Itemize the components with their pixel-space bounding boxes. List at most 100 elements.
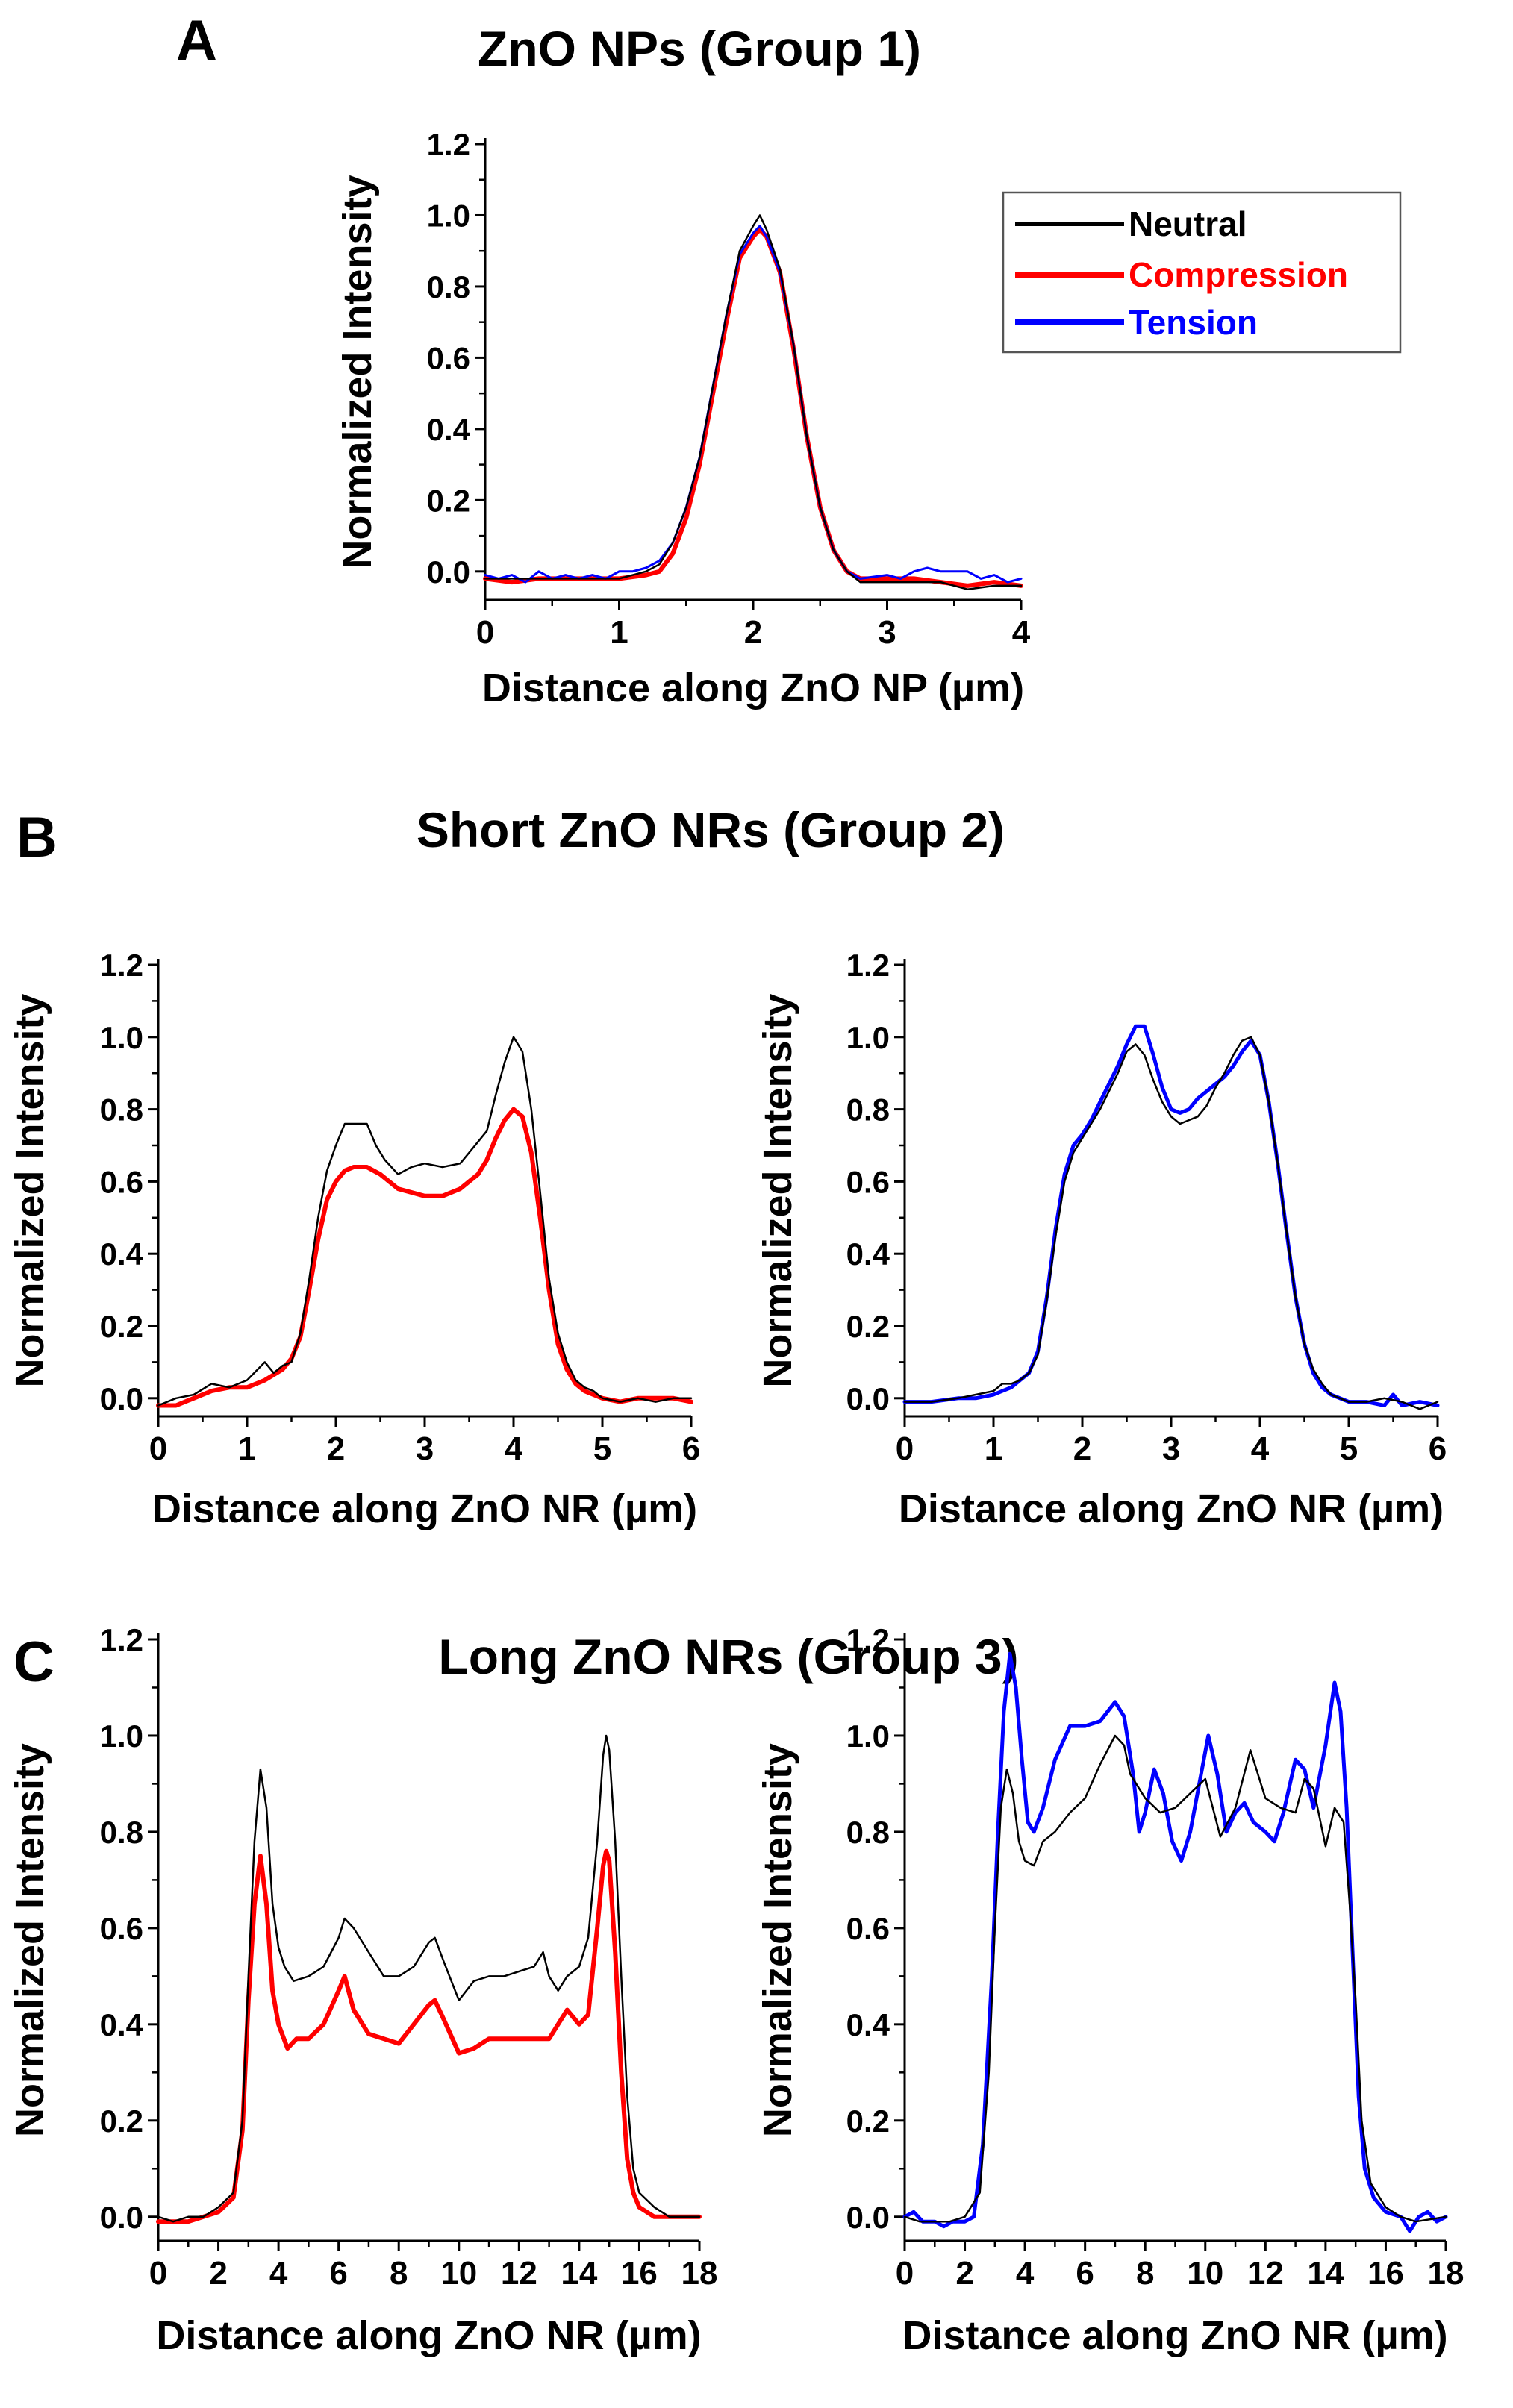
x-tick-label: 16 — [621, 2255, 658, 2292]
x-tick-label: 3 — [878, 614, 896, 651]
x-axis-label: Distance along ZnO NR (µm) — [902, 2313, 1447, 2358]
y-tick-label: 1.2 — [100, 1622, 143, 1657]
x-tick-label: 4 — [505, 1430, 523, 1467]
y-tick-label: 0.2 — [427, 483, 470, 518]
chart-a-znO-np-profile: 0 1 2 3 4 0.0 0.2 0.4 0.6 0.8 1.0 1.2 Distance along… — [335, 127, 1031, 710]
x-axis-label: Distance along ZnO NR (µm) — [152, 1486, 697, 1531]
y-axis-label: Normalized Intensity — [755, 1743, 800, 2137]
chart-c-right-tension-profile: 0 2 4 6 8 10 12 14 16 18 0.0 0.2 0.4 0.6 0.8 1.0 1.2 Dist… — [755, 1622, 1464, 2358]
chart-b-right-tension-profile: 0 1 2 3 4 5 6 0.0 0.2 0.4 0.6 0.8 1.0 1.2 Distance alo… — [755, 948, 1447, 1531]
x-tick-label: 0 — [476, 614, 494, 651]
x-axis-label: Distance along ZnO NP (µm) — [482, 666, 1024, 710]
y-axis-label: Normalized Intensity — [755, 993, 800, 1387]
x-tick-label: 14 — [561, 2255, 597, 2292]
y-tick-label: 0.8 — [846, 1092, 890, 1128]
x-tick-label: 2 — [209, 2255, 227, 2292]
y-tick-label: 0.4 — [427, 412, 471, 447]
legend-neutral-label: Neutral — [1129, 204, 1247, 243]
x-tick-label: 0 — [896, 1430, 914, 1467]
x-tick-label: 14 — [1307, 2255, 1344, 2292]
y-tick-label: 0.6 — [100, 1164, 143, 1199]
y-tick-label: 0.6 — [427, 340, 470, 375]
x-tick-label: 12 — [1247, 2255, 1284, 2292]
y-tick-label: 0.8 — [100, 1092, 143, 1128]
y-tick-label: 0.2 — [846, 1309, 890, 1344]
x-tick-label: 5 — [1340, 1430, 1358, 1467]
x-tick-label: 8 — [1136, 2255, 1154, 2292]
y-tick-label: 0.4 — [100, 1236, 144, 1272]
x-tick-label: 2 — [1073, 1430, 1091, 1467]
x-tick-label: 6 — [1429, 1430, 1447, 1467]
y-tick-label: 0.0 — [100, 1381, 143, 1416]
y-tick-label: 1.0 — [100, 1020, 143, 1055]
y-tick-label: 0.8 — [100, 1815, 143, 1850]
y-tick-label: 0.6 — [846, 1911, 890, 1946]
y-tick-label: 0.8 — [427, 269, 470, 304]
x-axis-label: Distance along ZnO NR (µm) — [156, 2313, 701, 2358]
x-tick-label: 6 — [329, 2255, 347, 2292]
series-line-compression — [156, 1107, 693, 1408]
x-tick-label: 4 — [1251, 1430, 1270, 1467]
y-tick-label: 1.0 — [427, 198, 470, 233]
x-tick-label: 18 — [681, 2255, 718, 2292]
panel-letter-c: C — [13, 1630, 54, 1694]
legend: Neutral Compression Tension — [1002, 191, 1402, 354]
x-tick-label: 2 — [955, 2255, 973, 2292]
y-tick-label: 1.2 — [427, 127, 470, 162]
x-tick-label: 2 — [327, 1430, 345, 1467]
series-line-tension — [484, 225, 1023, 584]
chart-b-left-compression-profile: 0 1 2 3 4 5 6 0.0 0.2 0.4 0.6 0.8 1.0 1.2 Distance alo… — [7, 948, 700, 1531]
y-tick-label: 0.0 — [846, 2200, 890, 2235]
y-tick-label: 1.2 — [846, 1622, 890, 1657]
x-tick-label: 6 — [1076, 2255, 1094, 2292]
y-tick-label: 0.0 — [427, 554, 470, 590]
y-tick-label: 0.6 — [100, 1911, 143, 1946]
y-axis-label: Normalized Intensity — [7, 993, 52, 1387]
x-tick-label: 12 — [501, 2255, 537, 2292]
x-tick-label: 4 — [1016, 2255, 1035, 2292]
legend-compression-label: Compression — [1129, 255, 1348, 294]
y-tick-label: 0.4 — [100, 2007, 144, 2042]
series-line-neutral — [157, 1036, 693, 1407]
y-tick-label: 0.0 — [846, 1381, 890, 1416]
x-tick-label: 16 — [1367, 2255, 1404, 2292]
series-line-compression — [156, 1848, 702, 2224]
y-axis-label: Normalized Intensity — [335, 175, 380, 569]
x-tick-label: 1 — [985, 1430, 1002, 1467]
x-tick-label: 10 — [440, 2255, 477, 2292]
y-tick-label: 0.4 — [846, 2007, 890, 2042]
series-line-neutral — [903, 1734, 1447, 2223]
x-axis-label: Distance along ZnO NR (µm) — [899, 1486, 1444, 1531]
x-tick-label: 4 — [269, 2255, 288, 2292]
panel-letter-a: A — [176, 9, 217, 72]
y-tick-label: 0.8 — [846, 1815, 890, 1850]
legend-tension-label: Tension — [1129, 303, 1258, 342]
x-tick-label: 18 — [1428, 2255, 1464, 2292]
x-tick-label: 1 — [610, 614, 628, 651]
y-tick-label: 0.2 — [846, 2104, 890, 2139]
series-line-neutral — [903, 1036, 1439, 1410]
y-tick-label: 0.2 — [100, 2104, 143, 2139]
x-tick-label: 10 — [1187, 2255, 1223, 2292]
chart-c-left-compression-profile: 0 2 4 6 8 10 12 14 16 18 0.0 0.2 0.4 0.6 0.8 1.0 1.2 Dist… — [7, 1622, 717, 2358]
y-tick-label: 0.0 — [100, 2200, 143, 2235]
panel-letter-b: B — [16, 806, 57, 869]
x-tick-label: 6 — [682, 1430, 700, 1467]
y-axis-label: Normalized Intensity — [7, 1743, 52, 2137]
x-tick-label: 0 — [149, 1430, 167, 1467]
x-tick-label: 2 — [744, 614, 762, 651]
x-tick-label: 8 — [390, 2255, 408, 2292]
y-tick-label: 1.0 — [846, 1719, 890, 1754]
x-tick-label: 4 — [1012, 614, 1031, 651]
x-tick-label: 3 — [416, 1430, 434, 1467]
panel-title-a: ZnO NPs (Group 1) — [478, 21, 921, 76]
x-tick-label: 0 — [896, 2255, 914, 2292]
series-line-neutral — [157, 1734, 701, 2223]
y-tick-label: 1.2 — [846, 948, 890, 983]
x-tick-label: 1 — [238, 1430, 256, 1467]
y-tick-label: 0.4 — [846, 1236, 890, 1272]
y-tick-label: 0.2 — [100, 1309, 143, 1344]
panel-title-b: Short ZnO NRs (Group 2) — [417, 802, 1005, 857]
x-tick-label: 3 — [1162, 1430, 1180, 1467]
